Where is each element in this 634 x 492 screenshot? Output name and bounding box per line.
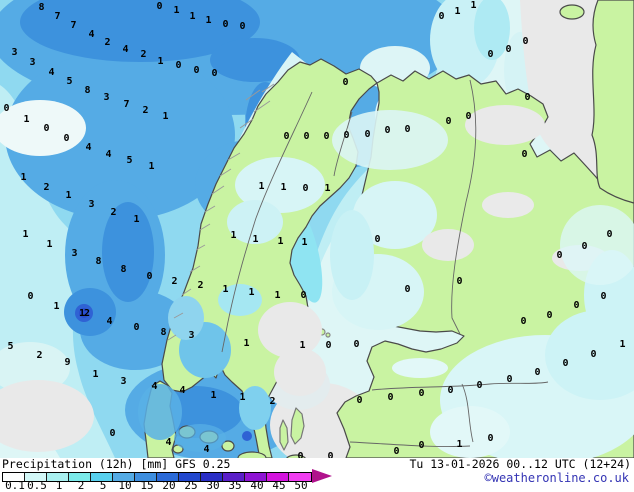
legend-color-segment [223, 473, 245, 481]
legend-tick-label: 2 [77, 479, 85, 492]
legend-color-segment [179, 473, 201, 481]
legend-color-segment [25, 473, 47, 481]
legend-color-segment [289, 473, 311, 481]
legend-color-segment [69, 473, 91, 481]
legend-tick-label: 20 [162, 479, 176, 492]
legend-color-segment [157, 473, 179, 481]
legend-tick-label: 15 [140, 479, 154, 492]
legend-labels: 0.1 0.5 1 2 5 10 15 20 25 30 35 40 45 50 [2, 479, 342, 492]
legend-color-segment [47, 473, 69, 481]
legend-color-segment [245, 473, 267, 481]
oland-island [279, 419, 289, 451]
land-precipitation-layer [138, 105, 634, 458]
legend-color-segment [201, 473, 223, 481]
legend-tick-label: 10 [118, 479, 132, 492]
legend-tick-label: 1 [55, 479, 63, 492]
finland-russia-border [451, 79, 477, 335]
gotland-island [290, 407, 305, 445]
legend-color-segment [135, 473, 157, 481]
country-borders [221, 79, 549, 447]
fjord-detail-layer [167, 83, 275, 341]
legend-segments [3, 473, 311, 481]
legend-arrow [312, 469, 332, 483]
forecast-datetime: Tu 13-01-2026 00..12 UTC (12+24) [409, 457, 631, 471]
legend-tick-label: 0.1 [5, 479, 25, 492]
legend-title: Precipitation (12h) [mm] GFS 0.25 [2, 457, 231, 471]
legend-tick-label: 45 [272, 479, 286, 492]
legend-color-segment [91, 473, 113, 481]
northeast-coast-strip [591, 0, 634, 204]
legend-color-segment [267, 473, 289, 481]
legend-tick-label: 40 [250, 479, 264, 492]
copyright-text: ©weatheronline.co.uk [484, 471, 630, 485]
legend-footer: Precipitation (12h) [mm] GFS 0.25 Tu 13-… [0, 457, 634, 492]
map-graphic [0, 0, 634, 458]
legend-tick-label: 30 [206, 479, 220, 492]
legend-color-segment [3, 473, 25, 481]
legend-tick-label: 0.5 [27, 479, 47, 492]
legend-tick-label: 25 [184, 479, 198, 492]
legend-colorbar [2, 472, 312, 482]
norway-sweden-border [221, 91, 313, 353]
legend-tick-label: 35 [228, 479, 242, 492]
legend-tick-label: 5 [99, 479, 107, 492]
legend-tick-label: 50 [294, 479, 308, 492]
legend-color-segment [113, 473, 135, 481]
